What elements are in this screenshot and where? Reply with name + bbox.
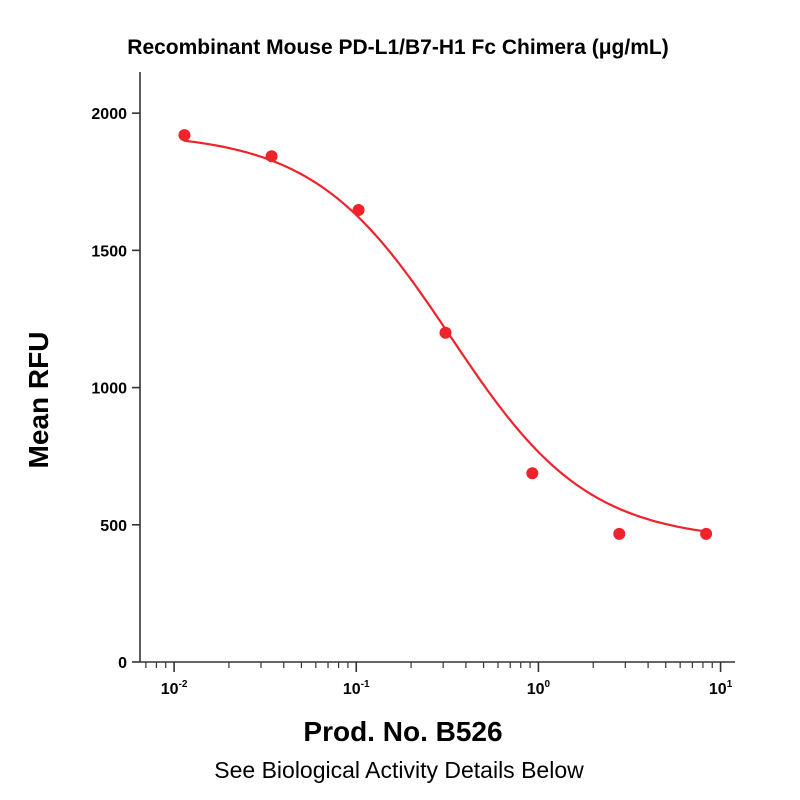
y-tick-label: 500	[100, 518, 127, 535]
x-axis-label: Prod. No. B526	[303, 716, 502, 747]
y-tick-label: 2000	[91, 106, 127, 123]
data-point	[352, 204, 365, 217]
x-tick-label: 10-1	[343, 679, 370, 698]
x-tick-label: 100	[527, 679, 551, 698]
y-tick-label: 0	[118, 655, 127, 672]
plot-area: 0 500 1000 1500 2000 10-2 10-1 100 101	[91, 72, 735, 698]
data-point	[700, 527, 713, 540]
y-tick-label: 1000	[91, 381, 127, 398]
y-axis-label: Mean RFU	[23, 332, 54, 469]
data-point	[265, 150, 278, 163]
data-point	[613, 527, 626, 540]
chart-subtitle: See Biological Activity Details Below	[214, 757, 584, 783]
chart-title: Recombinant Mouse PD-L1/B7-H1 Fc Chimera…	[127, 36, 668, 59]
data-point	[439, 326, 452, 339]
y-tick-label: 1500	[91, 243, 127, 260]
x-tick-label: 101	[709, 679, 733, 698]
data-point	[178, 129, 191, 142]
x-tick-label: 10-2	[161, 679, 188, 698]
data-point	[526, 467, 539, 480]
